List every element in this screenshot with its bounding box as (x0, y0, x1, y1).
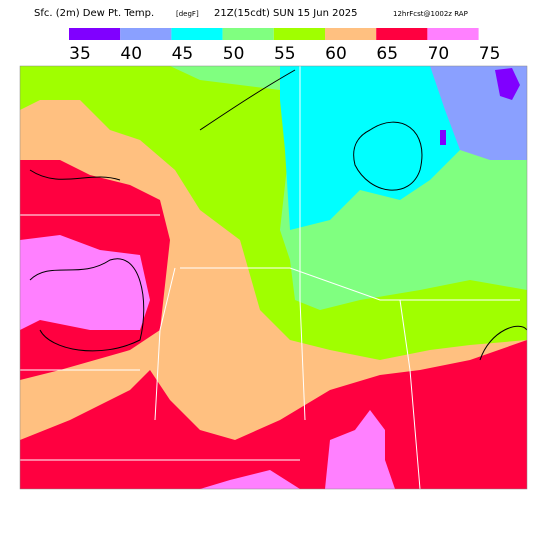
legend-label: 45 (172, 44, 194, 64)
legend-label: 70 (428, 44, 450, 64)
legend-label: 55 (274, 44, 296, 64)
legend-label: 50 (223, 44, 245, 64)
legend-swatch (171, 28, 223, 40)
title-forecast: 12hrFcst@1002z RAP (393, 10, 468, 18)
legend-swatch (222, 28, 274, 40)
legend-swatch (427, 28, 479, 40)
legend-label: 65 (376, 44, 398, 64)
legend-swatch (325, 28, 377, 40)
legend-label: 75 (479, 44, 501, 64)
legend-label: 40 (120, 44, 142, 64)
legend-swatch (120, 28, 172, 40)
title: Sfc. (2m) Dew Pt. Temp. (34, 8, 154, 19)
legend-label: 60 (325, 44, 347, 64)
legend-swatch (69, 28, 121, 40)
legend-swatch (273, 28, 325, 40)
legend-label: 35 (69, 44, 91, 64)
legend-swatch (376, 28, 428, 40)
title-time: 21Z(15cdt) SUN 15 Jun 2025 (214, 8, 358, 19)
map (19, 65, 528, 490)
title-units: [degF] (176, 10, 199, 18)
legend: 35 40 45 50 55 60 65 70 75 (69, 28, 500, 64)
